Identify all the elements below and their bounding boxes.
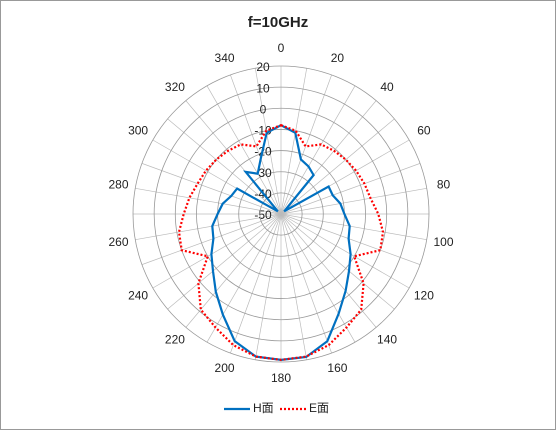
r-tick-label: -50 [254, 208, 272, 222]
angle-label: 200 [215, 361, 235, 375]
chart-title: f=10GHz [248, 14, 308, 31]
spoke [206, 213, 282, 343]
angle-label: 260 [108, 235, 128, 249]
spoke [254, 68, 282, 215]
spoke [280, 213, 427, 241]
spoke [167, 118, 282, 215]
angle-label: 300 [128, 124, 148, 138]
spoke [280, 74, 332, 215]
r-tick-label: 20 [256, 60, 270, 74]
spoke [135, 213, 282, 241]
legend-label: E面 [309, 401, 329, 415]
grid-ring [132, 65, 430, 363]
series-line [177, 124, 385, 362]
spoke [280, 213, 421, 265]
grid-ring [196, 129, 366, 299]
spoke [280, 163, 421, 215]
grid-ring [153, 86, 409, 342]
angle-label: 280 [108, 178, 128, 192]
angle-label: 180 [271, 371, 291, 385]
angle-label: 140 [377, 333, 397, 347]
angle-label: 60 [417, 124, 431, 138]
spoke [135, 187, 282, 215]
spoke [206, 85, 282, 215]
spoke [230, 213, 282, 354]
angle-label: 220 [165, 333, 185, 347]
angle-label: 160 [327, 361, 347, 375]
spoke [254, 213, 282, 360]
angle-label: 340 [215, 51, 235, 65]
angle-label: 120 [414, 289, 434, 303]
spoke [280, 187, 427, 215]
r-tick-label: 0 [260, 102, 267, 116]
spoke [280, 213, 332, 354]
grid-ring [174, 107, 388, 321]
angle-label: 80 [437, 178, 451, 192]
legend-label: H面 [253, 401, 274, 415]
angle-label: 20 [331, 51, 345, 65]
spoke [280, 213, 356, 343]
angle-label: 100 [433, 235, 453, 249]
spoke [280, 213, 395, 310]
angle-label: 240 [128, 289, 148, 303]
spoke [280, 85, 356, 215]
spoke [141, 213, 282, 265]
spoke [280, 213, 308, 360]
angle-label: 40 [380, 80, 394, 94]
grid-ring [238, 171, 324, 257]
grid-ring [259, 192, 303, 236]
spoke [152, 213, 282, 289]
spoke [167, 213, 282, 310]
r-tick-label: 10 [256, 81, 270, 95]
spoke [141, 163, 282, 215]
spoke [230, 74, 282, 215]
spoke [280, 118, 395, 215]
angle-label: 320 [165, 80, 185, 94]
r-tick-label: -10 [254, 124, 272, 138]
angle-label: 0 [278, 41, 285, 55]
spoke [280, 213, 410, 289]
spoke [280, 68, 308, 215]
